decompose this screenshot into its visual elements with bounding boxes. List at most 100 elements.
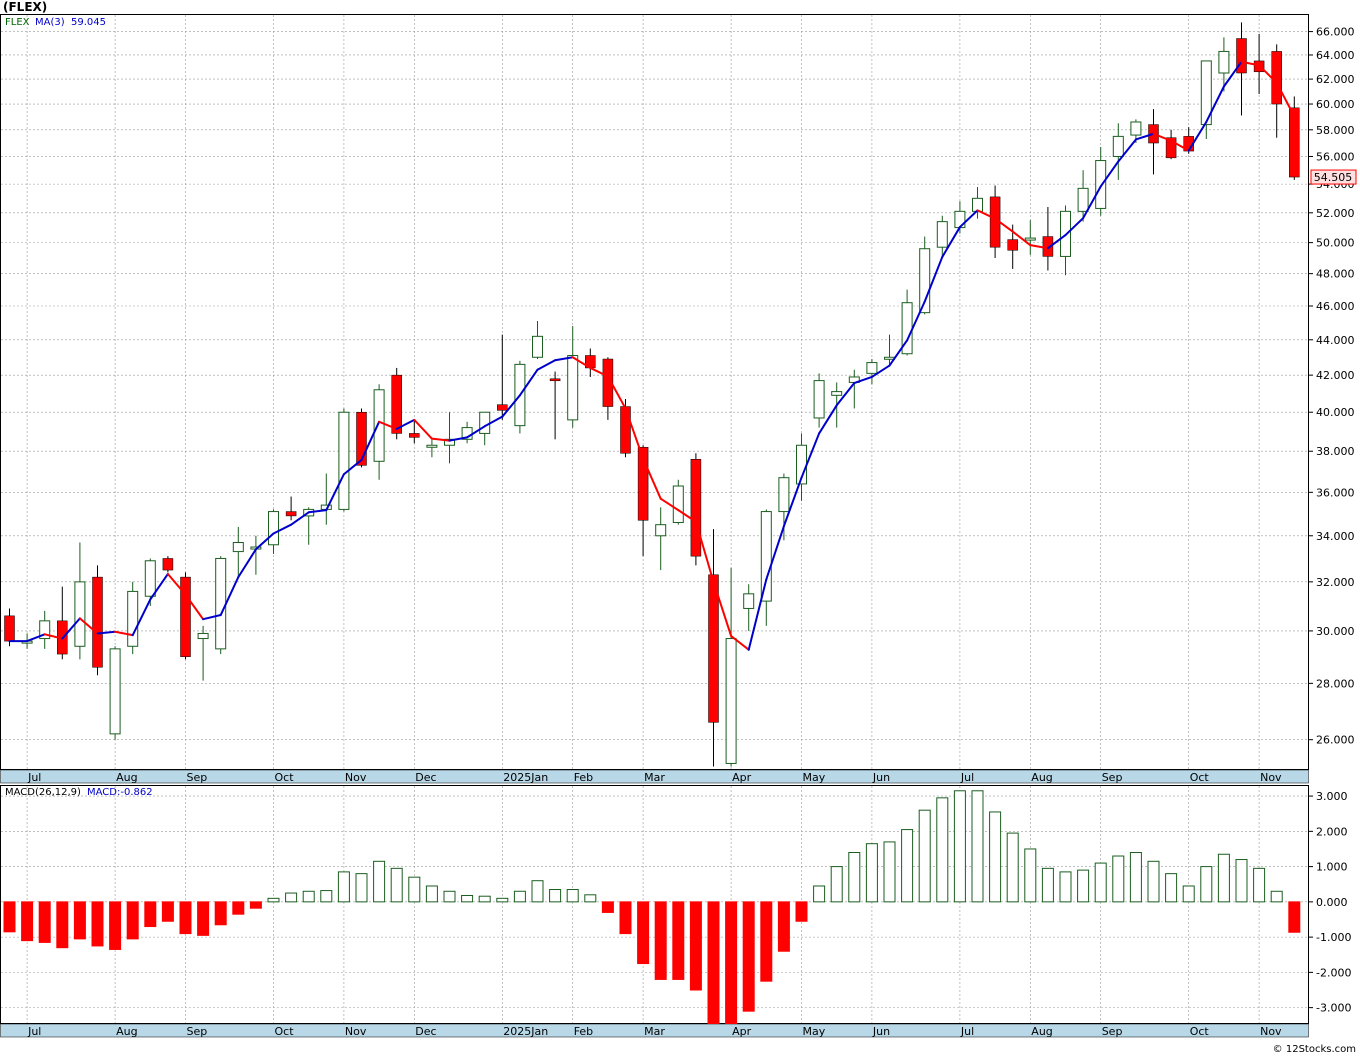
macd-bar <box>883 841 896 903</box>
candle <box>444 412 455 464</box>
macd-tick-label: -3.000 <box>1316 1002 1351 1015</box>
macd-month-label: Sep <box>1102 1025 1123 1038</box>
price-tick-label: 66.000 <box>1316 26 1355 39</box>
macd-bar <box>1129 851 1142 903</box>
ma-segment <box>1240 60 1261 67</box>
ma-segment <box>43 633 64 640</box>
candle <box>602 357 614 420</box>
candle <box>162 556 174 573</box>
macd-bar <box>1024 848 1037 903</box>
candles <box>4 22 1300 767</box>
macd-bar <box>461 895 474 903</box>
ma-segment <box>1152 132 1173 142</box>
candle-body <box>919 248 931 314</box>
candle <box>127 581 139 655</box>
price-tick-label: 48.000 <box>1316 268 1355 281</box>
macd-bar <box>672 901 685 980</box>
candle-body <box>655 524 667 537</box>
candle-body <box>637 446 649 521</box>
price-tick-label: 50.000 <box>1316 237 1355 250</box>
ma-segment <box>888 339 909 367</box>
candle <box>708 529 719 767</box>
ma-segment <box>800 432 821 479</box>
candle-body <box>1165 137 1177 159</box>
candle-body <box>391 374 402 434</box>
ma-segment <box>272 523 293 535</box>
macd-bar <box>390 867 403 903</box>
ma-segment <box>237 548 257 579</box>
macd-month-label: Aug <box>116 1025 137 1038</box>
ma-segment <box>114 630 134 637</box>
macd-bar <box>1217 853 1230 903</box>
candle-body <box>813 380 825 419</box>
last-price-tag: 54.505 <box>1310 169 1357 185</box>
price-tick-label: 62.000 <box>1316 73 1355 86</box>
macd-bar <box>179 901 192 935</box>
macd-tick-label: 2.000 <box>1316 825 1348 838</box>
candle-body <box>426 444 438 448</box>
macd-bar <box>936 797 949 903</box>
candle-body <box>620 406 631 454</box>
candle <box>268 509 279 554</box>
candle-body <box>1236 38 1247 74</box>
macd-bar <box>1094 862 1107 903</box>
chart-title: (FLEX) <box>3 0 47 14</box>
ma-segment <box>941 226 961 258</box>
candle <box>1218 37 1230 92</box>
candle-body <box>409 433 420 438</box>
price-tick-label: 52.000 <box>1316 207 1355 220</box>
ma-segment <box>1029 244 1049 250</box>
macd-bar <box>38 901 51 943</box>
candle-body <box>479 411 491 434</box>
ma-segment <box>342 458 363 476</box>
macd-axis: -3.000 -2.000 -1.000 0.000 1.000 2.000 3.000 <box>1308 790 1351 1015</box>
candle-body <box>602 358 614 407</box>
candle-body <box>1007 239 1018 251</box>
macd-bar <box>549 889 562 903</box>
ma-segment <box>571 356 592 369</box>
price-month-label: Nov <box>345 771 367 784</box>
candle <box>215 556 227 655</box>
candle-body <box>954 210 966 229</box>
macd-month-label: Jul <box>960 1025 974 1038</box>
candle-body <box>109 648 121 735</box>
price-month-label: Feb <box>574 771 593 784</box>
candle-body <box>162 558 174 571</box>
candle-body <box>39 620 51 640</box>
macd-month-label: Oct <box>275 1025 295 1038</box>
price-tick-label: 56.000 <box>1316 150 1355 163</box>
candle <box>1095 147 1107 216</box>
macd-panel <box>0 785 1309 1024</box>
price-month-label: Oct <box>275 771 295 784</box>
ma-segment <box>694 520 715 583</box>
macd-bar <box>1077 869 1090 903</box>
price-tick-label: 58.000 <box>1316 124 1355 137</box>
price-month-label: Sep <box>187 771 208 784</box>
price-month-axis-band <box>0 769 1309 784</box>
candle-body <box>232 542 244 553</box>
ma-segment <box>1258 64 1278 84</box>
macd-bar <box>637 901 650 965</box>
macd-bar <box>1059 871 1072 903</box>
macd-bar <box>953 790 966 903</box>
price-month-label: Jun <box>872 771 890 784</box>
macd-bar <box>1041 867 1054 903</box>
candle <box>338 408 350 512</box>
macd-bar <box>1200 866 1213 903</box>
macd-bar <box>707 901 720 1024</box>
macd-month-label: Apr <box>732 1025 752 1038</box>
macd-bar <box>232 901 245 915</box>
ma-segment <box>659 497 680 512</box>
ma-segment <box>413 418 433 440</box>
price-month-label: Sep <box>1102 771 1123 784</box>
price-tick-label: 32.000 <box>1316 576 1355 589</box>
candle-body <box>4 615 15 642</box>
price-panel <box>0 14 1309 770</box>
macd-bar <box>1288 901 1301 933</box>
ma-segment <box>61 617 81 640</box>
ma-segment <box>765 525 785 581</box>
last-price-value: 54.505 <box>1314 171 1353 184</box>
macd-month-label: Feb <box>574 1025 593 1038</box>
macd-bar <box>971 790 984 903</box>
price-month-label: Dec <box>415 771 436 784</box>
